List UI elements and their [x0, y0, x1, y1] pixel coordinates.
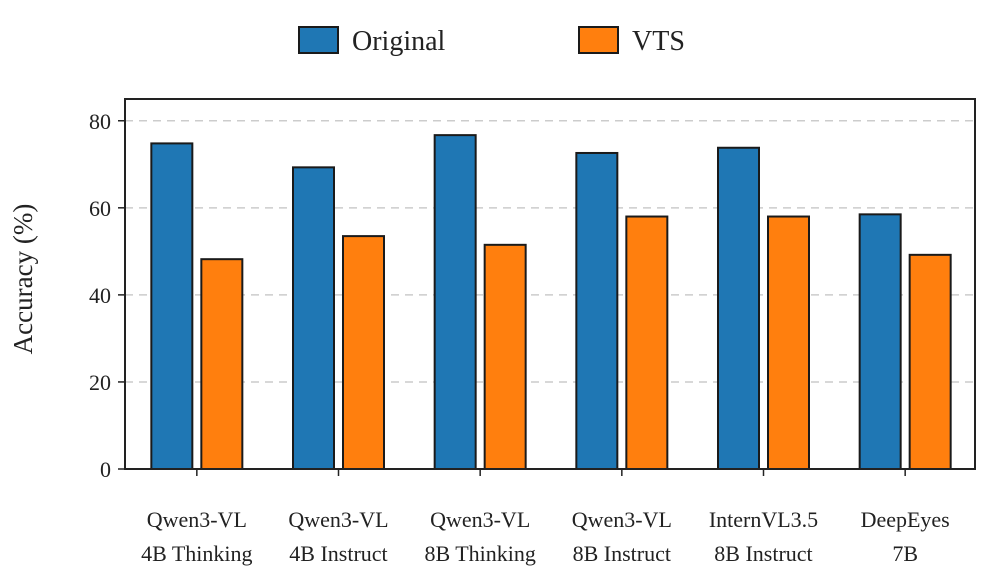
legend: Original VTS — [298, 26, 685, 57]
x-tick-label: Qwen3-VL — [147, 507, 247, 532]
x-tick-label: Qwen3-VL — [430, 507, 530, 532]
y-tick-label: 60 — [89, 196, 111, 221]
legend-swatch-vts — [578, 26, 619, 54]
bar-vts — [342, 235, 385, 470]
bar-vts — [625, 215, 669, 470]
y-tick-label: 40 — [89, 283, 111, 308]
plot-frame — [124, 98, 976, 470]
x-tick-label: 8B Thinking — [424, 541, 535, 566]
x-tick-label: 4B Instruct — [289, 541, 387, 566]
bars — [150, 134, 952, 471]
x-axis: Qwen3-VL 4B Thinking Qwen3-VL 4B Instruct Qw… — [141, 469, 950, 566]
legend-label-original: Original — [352, 26, 446, 57]
x-tick-label: DeepEyes — [861, 507, 950, 532]
bar-original — [858, 213, 902, 470]
bar-original — [433, 134, 477, 470]
legend-label-vts: VTS — [632, 26, 685, 57]
y-axis-label: Accuracy (%) — [8, 204, 38, 355]
bar-original — [150, 142, 194, 470]
bar-vts — [767, 215, 810, 470]
y-tick-label: 20 — [89, 370, 111, 395]
x-tick-label: 7B — [892, 541, 918, 566]
y-tick-label: 0 — [100, 457, 111, 482]
bar-original — [575, 151, 619, 470]
grid-lines — [125, 120, 975, 383]
bar-vts — [200, 258, 244, 470]
legend-swatch-original — [298, 26, 339, 54]
y-axis: 0 20 40 60 80 — [89, 109, 125, 482]
x-tick-label: 4B Thinking — [141, 541, 252, 566]
bar-vts — [483, 243, 527, 470]
x-tick-label: 8B Instruct — [714, 541, 812, 566]
bar-original — [717, 146, 760, 471]
x-tick-label: Qwen3-VL — [288, 507, 388, 532]
bar-vts — [908, 253, 952, 470]
bar-original — [292, 166, 335, 470]
y-tick-label: 80 — [89, 109, 111, 134]
x-tick-label: Qwen3-VL — [572, 507, 672, 532]
x-tick-label: 8B Instruct — [573, 541, 671, 566]
x-tick-label: InternVL3.5 — [709, 507, 818, 532]
